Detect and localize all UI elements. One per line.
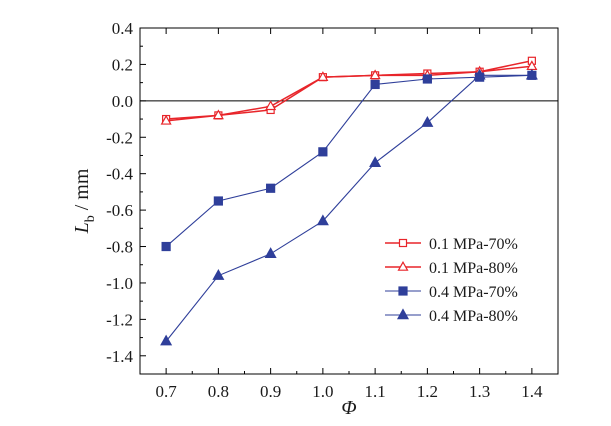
legend-item: 0.4 MPa-80% — [385, 308, 518, 325]
y-tick-label: 0.4 — [112, 19, 134, 38]
data-point — [212, 109, 224, 120]
x-tick-label: 0.9 — [260, 382, 281, 401]
data-point — [421, 116, 434, 127]
series-line — [166, 65, 532, 122]
y-axis-title: Lb / mm — [71, 168, 98, 234]
data-point — [161, 241, 171, 252]
x-tick-label: 1.1 — [365, 382, 386, 401]
data-point — [160, 334, 173, 346]
data-point — [316, 214, 329, 226]
y-tick-label: -0.8 — [106, 238, 133, 257]
data-point — [212, 269, 225, 280]
x-tick-label: 0.7 — [156, 382, 178, 401]
y-tick-label: -0.6 — [106, 201, 133, 220]
legend-label: 0.4 MPa-70% — [429, 284, 518, 301]
series-line — [165, 74, 532, 247]
data-point — [160, 114, 172, 125]
x-tick-label: 0.8 — [208, 382, 229, 401]
y-tick-label: 0.2 — [112, 55, 133, 74]
y-tick-label: -0.2 — [106, 128, 133, 147]
legend-label: 0.1 MPa-70% — [429, 236, 518, 253]
legend-marker — [397, 260, 409, 271]
data-point — [369, 69, 381, 80]
x-tick-label: 1.2 — [417, 382, 438, 401]
legend-label: 0.4 MPa-80% — [429, 308, 518, 325]
legend-marker — [398, 238, 408, 248]
x-tick-label: 1.4 — [521, 382, 543, 401]
data-point — [264, 247, 277, 259]
data-point — [370, 79, 380, 90]
legend-marker — [396, 308, 410, 320]
legend-marker — [398, 286, 408, 296]
legend-item: 0.1 MPa-80% — [385, 260, 518, 277]
data-point — [473, 68, 486, 80]
x-tick-label: 1.0 — [312, 382, 333, 401]
y-tick-label: -1.2 — [106, 310, 133, 329]
series-line — [165, 74, 532, 342]
data-point — [318, 147, 328, 157]
series-4 — [160, 68, 538, 346]
x-axis-title: Φ — [341, 397, 356, 419]
data-point — [213, 196, 223, 206]
legend-label: 0.1 MPa-80% — [429, 260, 518, 277]
data-point — [265, 100, 277, 111]
x-tick-label: 1.3 — [469, 382, 490, 401]
y-tick-label: -0.4 — [106, 165, 133, 184]
y-tick-label: 0.0 — [112, 92, 133, 111]
data-point — [525, 68, 538, 80]
y-tick-label: -1.0 — [106, 274, 133, 293]
data-point — [369, 156, 382, 167]
data-point — [422, 74, 432, 84]
y-tick-label: -1.4 — [106, 347, 133, 366]
data-point — [317, 71, 329, 81]
legend: 0.1 MPa-70% 0.1 MPa-80% 0.4 MPa-70% 0.4 MPa… — [385, 236, 518, 325]
legend-item: 0.4 MPa-70% — [385, 284, 518, 301]
legend-item: 0.1 MPa-70% — [385, 236, 518, 253]
data-point — [266, 183, 276, 193]
